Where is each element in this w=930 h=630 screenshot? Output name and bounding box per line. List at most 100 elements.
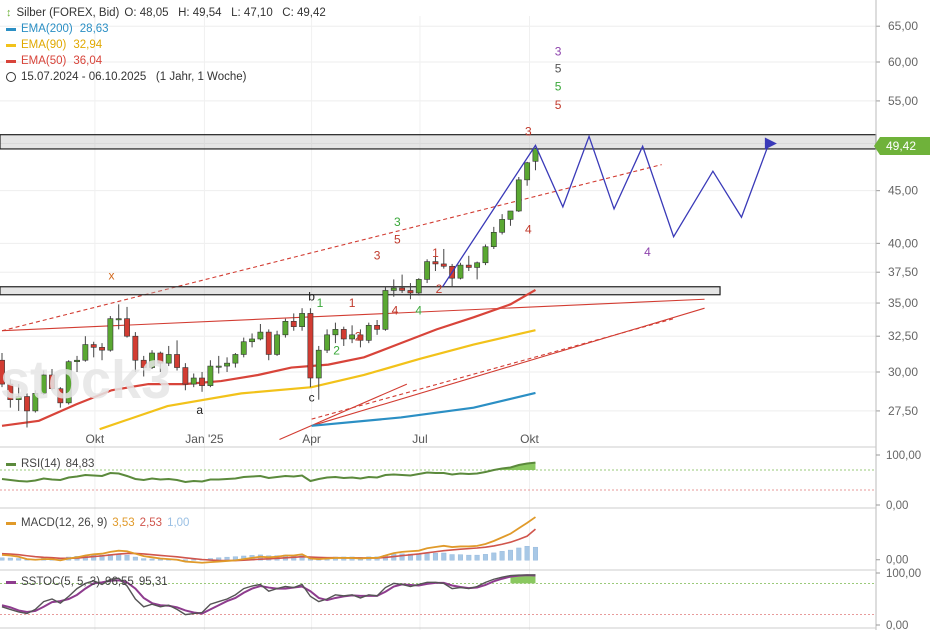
candle-body bbox=[399, 287, 406, 291]
candle-body bbox=[107, 318, 114, 351]
candle-body bbox=[407, 290, 414, 294]
panel-tick-label: 100,00 bbox=[886, 568, 921, 580]
rsi-line bbox=[1, 461, 536, 484]
candle bbox=[90, 341, 97, 358]
price-tick-label: 55,00 bbox=[888, 94, 918, 108]
candle bbox=[7, 379, 14, 408]
wave-label: 1 bbox=[432, 246, 439, 260]
rsi-label: RSI(14) bbox=[21, 458, 61, 470]
ema50-label: EMA(50) bbox=[21, 55, 67, 67]
candle-body bbox=[274, 334, 280, 355]
price-tick-label: 37,50 bbox=[888, 265, 918, 279]
candle-body bbox=[457, 264, 464, 279]
macd-histogram-bar bbox=[474, 554, 480, 561]
instrument-row: ↕ Silber (FOREX, Bid) O: 48,05 H: 49,54 … bbox=[6, 5, 326, 21]
candle-body bbox=[124, 318, 130, 337]
candle bbox=[115, 304, 122, 330]
macd-legend[interactable]: MACD(12, 26, 9) 3,53 2,53 1,00 bbox=[6, 517, 189, 529]
stoch-panel: 100,00 0,00 bbox=[0, 568, 921, 630]
candle-body bbox=[215, 365, 222, 368]
macd-histogram-bar bbox=[449, 554, 455, 561]
price-axis: 65,0060,0055,0050,0045,0040,0037,5035,00… bbox=[875, 0, 918, 630]
candle-body bbox=[199, 377, 205, 386]
ema90-line bbox=[99, 329, 536, 431]
stoch-value-1: 96,55 bbox=[105, 576, 134, 588]
wave-label: 3 bbox=[374, 248, 381, 262]
wave-label: 2 bbox=[436, 282, 443, 296]
ohlc-values: O: 48,05 H: 49,54 L: 47,10 C: 49,42 bbox=[124, 7, 326, 19]
macd-histogram-bar bbox=[191, 559, 197, 561]
candle bbox=[390, 279, 397, 297]
time-tick-label: Jan '25 bbox=[185, 432, 224, 446]
candle bbox=[140, 355, 147, 377]
macd-histogram-bar bbox=[516, 547, 522, 561]
candle-body bbox=[507, 210, 514, 220]
wave-label: 3 bbox=[555, 44, 562, 58]
ema200-swatch bbox=[6, 27, 16, 31]
candle-body bbox=[474, 262, 481, 268]
candle-body bbox=[374, 325, 380, 330]
stoch-legend[interactable]: SSTOC(5, 5, 3) 96,55 95,31 bbox=[6, 576, 168, 588]
candle-body bbox=[57, 388, 64, 404]
price-tick-label: 30,00 bbox=[888, 365, 918, 379]
candle bbox=[432, 256, 439, 272]
candle-body bbox=[299, 313, 305, 327]
ema90-swatch bbox=[6, 43, 16, 47]
candle-body bbox=[340, 329, 347, 340]
period-text: 15.07.2024 - 06.10.2025 (1 Jahr, 1 Woche… bbox=[21, 71, 247, 83]
wave-label: a bbox=[196, 403, 203, 417]
macd-histogram-bar bbox=[132, 556, 138, 561]
candle bbox=[65, 360, 72, 405]
wave-label: b bbox=[308, 290, 315, 304]
candle-body bbox=[390, 287, 397, 291]
candle bbox=[174, 340, 180, 371]
candle bbox=[349, 325, 355, 344]
candle bbox=[307, 308, 314, 388]
wave-label: x bbox=[109, 268, 115, 282]
macd-histogram-bar bbox=[524, 546, 530, 561]
rsi-legend[interactable]: RSI(14) 84,83 bbox=[6, 458, 94, 470]
candle bbox=[0, 353, 5, 388]
candle bbox=[440, 248, 447, 269]
wave-label: 4 bbox=[392, 304, 399, 318]
candle bbox=[132, 332, 139, 373]
candle-body bbox=[524, 162, 531, 181]
trendline bbox=[1, 164, 662, 332]
candle bbox=[257, 323, 264, 341]
candle bbox=[465, 255, 472, 272]
candle bbox=[265, 329, 272, 361]
legend-ema200[interactable]: EMA(200) 28,63 bbox=[6, 21, 326, 37]
candle-body bbox=[249, 338, 255, 343]
candle bbox=[15, 384, 22, 411]
stoch-k-line bbox=[1, 574, 536, 616]
projection-path bbox=[442, 134, 770, 288]
wave-label: 5 bbox=[555, 98, 562, 112]
candle bbox=[324, 329, 330, 354]
candle bbox=[274, 330, 280, 356]
macd-histogram-bar bbox=[149, 558, 155, 561]
candle bbox=[482, 244, 489, 266]
wave-label: 4 bbox=[525, 222, 532, 236]
candle-body bbox=[65, 361, 72, 404]
candle-body bbox=[282, 321, 289, 336]
legend-ema50[interactable]: EMA(50) 36,04 bbox=[6, 53, 326, 69]
stoch-overbought-fill bbox=[510, 574, 536, 584]
legend-ema90[interactable]: EMA(90) 32,94 bbox=[6, 37, 326, 53]
candle-body bbox=[74, 359, 80, 362]
candle bbox=[124, 306, 130, 338]
candle-body bbox=[90, 344, 97, 348]
candle-body bbox=[157, 352, 164, 364]
wave-label: 3 bbox=[525, 125, 532, 139]
arrow-icon: ↕ bbox=[6, 7, 12, 19]
candle-body bbox=[82, 344, 89, 361]
candle-body bbox=[115, 318, 122, 321]
ema50-value: 36,04 bbox=[73, 55, 103, 67]
candle bbox=[57, 387, 64, 408]
candle bbox=[474, 261, 481, 280]
macd-value-3: 1,00 bbox=[167, 517, 190, 529]
candle bbox=[340, 326, 347, 346]
candle-body bbox=[232, 354, 239, 364]
time-tick-label: Okt bbox=[86, 432, 105, 446]
elliott-projection bbox=[442, 134, 777, 288]
